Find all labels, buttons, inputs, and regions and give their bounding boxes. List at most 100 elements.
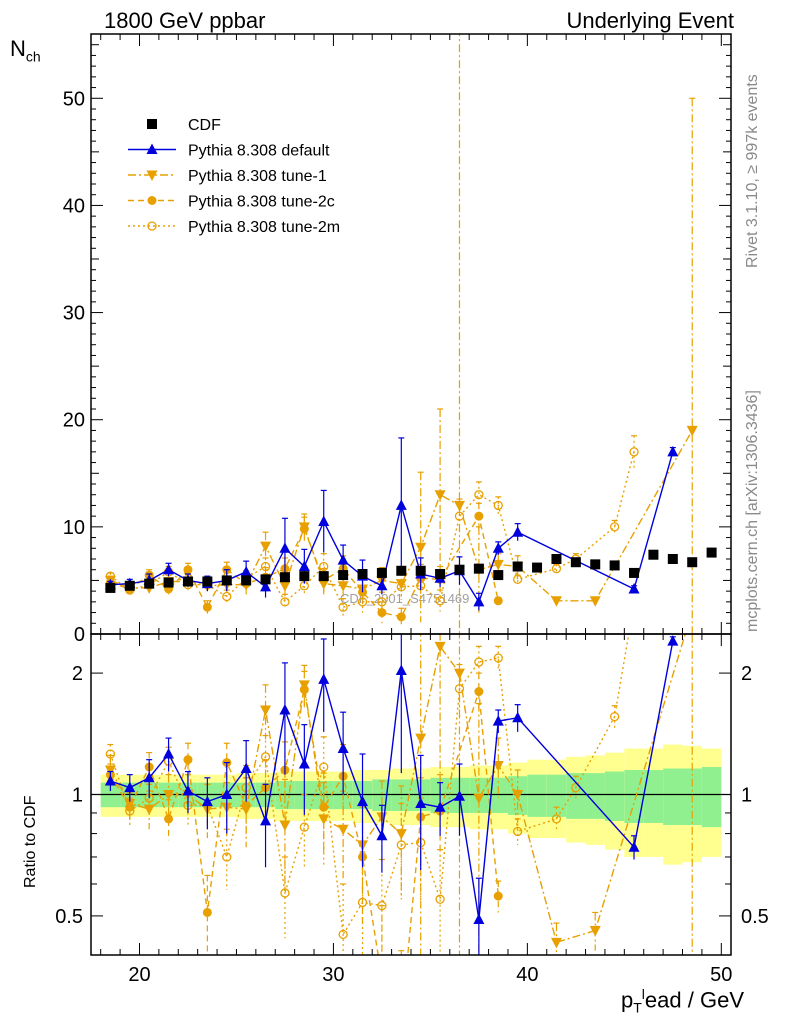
main-triangle-down-point: [318, 579, 330, 590]
main-triangle-down-point: [589, 596, 601, 607]
main-triangle-up-point: [240, 565, 252, 577]
main-square-point: [221, 575, 232, 586]
main-square-point: [590, 559, 601, 570]
main-square-point: [163, 577, 174, 588]
main-triangle-up-point: [279, 542, 291, 553]
main-circle-filled-point: [202, 602, 212, 612]
ratio-triangle-up-point: [279, 703, 291, 715]
main-triangle-up-point: [667, 445, 679, 457]
main-square-point: [299, 571, 310, 582]
main-y-tick-label: 10: [63, 517, 85, 539]
main-y-axis-label: Nch: [10, 36, 41, 64]
x-axis-label-p: p: [620, 987, 634, 1013]
ratio-triangle-up-point: [434, 801, 446, 812]
main-circle-open-point: [629, 447, 639, 457]
legend-marker: [146, 143, 158, 154]
main-triangle-down-point: [434, 490, 446, 501]
legend-marker: [147, 119, 157, 129]
ratio-circle-filled-point: [397, 1019, 406, 1024]
ratio-triangle-up-point: [492, 715, 504, 726]
main-square-point: [435, 569, 446, 579]
main-y-tick-label: 40: [63, 195, 85, 217]
ratio-triangle-up-point: [143, 771, 155, 783]
ratio-y-tick-label-left: 1: [72, 785, 83, 807]
main-square-point: [338, 570, 349, 581]
ratio-triangle-down-point: [318, 814, 330, 825]
x-tick-label: 20: [128, 964, 150, 986]
main-triangle-up-point: [628, 583, 640, 594]
main-square-point: [570, 557, 581, 568]
main-square-point: [279, 572, 290, 583]
ratio-circle-open-line: [109, 634, 630, 937]
legend-entry-label: Pythia 8.308 tune-2m: [188, 219, 340, 236]
main-circle-open-point: [493, 500, 503, 511]
main-triangle-up-point: [298, 560, 310, 571]
main-y-tick-label: 50: [63, 88, 85, 110]
main-square-point: [241, 575, 252, 586]
ratio-triangle-down-point: [298, 680, 310, 691]
ratio-triangle-up-point: [240, 762, 252, 774]
main-square-series: [105, 547, 717, 593]
main-circle-filled-point: [396, 612, 406, 622]
main-square-point: [629, 567, 640, 578]
main-square-point: [667, 554, 678, 564]
ratio-triangle-up-point: [376, 829, 388, 841]
legend-entry-label: Pythia 8.308 tune-2c: [188, 194, 335, 211]
ratio-band-inner: [488, 777, 508, 813]
main-square-point: [493, 570, 504, 581]
ratio-band-inner: [643, 770, 664, 823]
main-square-point: [202, 576, 213, 587]
main-triangle-down-point: [260, 541, 272, 553]
ratio-circle-open-point: [513, 826, 523, 837]
main-y-tick-label: 30: [63, 303, 85, 325]
ratio-circle-open-point: [474, 657, 484, 667]
main-square-point: [357, 569, 368, 579]
main-triangle-up-point: [395, 499, 407, 510]
ratio-triangle-up-point: [473, 913, 485, 924]
ratio-triangle-up-point: [182, 785, 194, 796]
ratio-triangle-up-line: [110, 641, 674, 920]
ratio-band-inner: [663, 768, 683, 826]
ratio-triangle-down-point: [163, 790, 175, 801]
plot-title-left: 1800 GeV ppbar: [104, 8, 266, 33]
main-square-point: [396, 565, 407, 576]
ratio-circle-open-point: [551, 814, 562, 824]
main-square-point: [182, 576, 193, 587]
main-frame: [90, 33, 732, 635]
ratio-band-inner: [585, 773, 605, 819]
ratio-band-inner: [701, 766, 722, 828]
main-square-point: [648, 549, 659, 560]
main-triangle-down-point: [550, 596, 562, 607]
main-square-point: [609, 560, 620, 571]
ratio-triangle-up-point: [512, 711, 524, 723]
ratio-circle-filled-line: [109, 689, 499, 955]
ratio-triangle-up-point: [453, 790, 465, 801]
plot-title-right: Underlying Event: [566, 8, 734, 33]
ratio-band-inner: [391, 779, 411, 812]
ratio-y-tick-label-right: 2: [741, 663, 752, 685]
ratio-band-inner: [604, 771, 625, 821]
ratio-triangle-up-point: [201, 795, 213, 807]
main-triangle-up-point: [260, 580, 272, 592]
ratio-circle-filled-point: [183, 755, 193, 765]
legend-entry-label: CDF: [188, 117, 221, 134]
main-circle-open-point: [551, 563, 562, 574]
main-square-point: [551, 554, 562, 564]
main-square-point: [473, 563, 484, 574]
main-square-point: [260, 574, 271, 585]
x-axis-label: pTlead / GeV: [621, 986, 744, 1016]
ratio-circle-open-point: [338, 929, 348, 940]
ratio-triangle-up-point: [298, 758, 310, 769]
ratio-triangle-down-point: [512, 790, 524, 801]
main-triangle-down-point: [453, 500, 465, 512]
ratio-circle-open-point: [630, 599, 638, 607]
ratio-triangle-down-point: [279, 820, 291, 832]
ratio-triangle-up-point: [395, 664, 407, 675]
x-axis-label-sup: l: [641, 986, 645, 1002]
main-triangle-up-point: [492, 542, 504, 553]
main-y-tick-label: 20: [63, 410, 85, 432]
x-tick-label: 30: [322, 964, 344, 986]
ratio-triangle-down-point: [415, 733, 427, 745]
ratio-y-tick-label-left: 0.5: [55, 906, 83, 928]
